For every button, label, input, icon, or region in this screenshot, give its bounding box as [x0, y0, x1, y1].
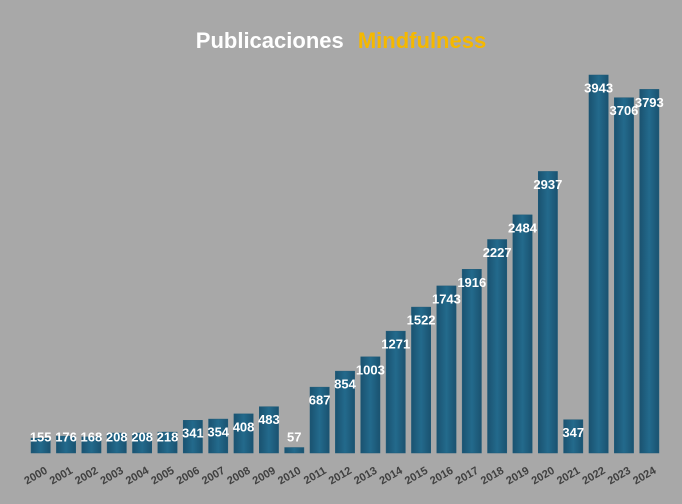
value-label: 168: [81, 429, 103, 444]
value-label: 3706: [609, 103, 638, 118]
x-tick-label: 2007: [200, 465, 227, 488]
value-label: 2227: [483, 245, 512, 260]
value-label: 176: [55, 429, 77, 444]
bar: [309, 386, 330, 454]
bar: [537, 171, 558, 454]
value-label: 1916: [457, 275, 486, 290]
x-tick-label: 2013: [352, 465, 379, 488]
value-label: 854: [334, 377, 356, 392]
bar: [487, 239, 508, 454]
x-tick-label: 2019: [504, 465, 531, 488]
bar: [259, 406, 279, 454]
value-label: 483: [258, 412, 280, 427]
x-tick-label: 2006: [175, 465, 202, 488]
x-tick-label: 2014: [377, 464, 405, 487]
value-label: 208: [106, 429, 128, 444]
x-tick-label: 2021: [555, 465, 582, 488]
value-label: 1271: [381, 337, 410, 352]
bar: [385, 330, 406, 454]
bar: [512, 214, 533, 454]
value-label: 2484: [508, 220, 538, 235]
bar: [81, 436, 102, 454]
bar: [56, 435, 76, 454]
x-tick-label: 2004: [124, 464, 152, 487]
value-label: 354: [207, 425, 229, 440]
title-main: Publicaciones: [196, 28, 344, 53]
x-tick-label: 2024: [631, 464, 659, 487]
bar: [208, 418, 229, 454]
x-tick-label: 2000: [22, 465, 49, 488]
value-label: 347: [562, 425, 584, 440]
bar: [132, 432, 153, 454]
x-tick-label: 2022: [580, 465, 607, 488]
value-label: 341: [182, 426, 204, 441]
bar: [106, 432, 127, 454]
x-tick-label: 2015: [403, 465, 430, 488]
value-label: 1522: [407, 313, 436, 328]
bar: [335, 370, 355, 454]
bar: [411, 306, 431, 454]
value-label: 1743: [432, 291, 461, 306]
x-tick-label: 2018: [479, 465, 506, 488]
bar: [436, 285, 457, 454]
bar: [461, 269, 482, 454]
x-tick-label: 2023: [606, 465, 633, 488]
bar: [157, 431, 178, 454]
bar: [588, 74, 609, 454]
value-label: 1003: [356, 362, 385, 377]
x-tick-label: 2008: [225, 465, 252, 488]
value-label: 155: [30, 429, 52, 444]
x-tick-label: 2009: [251, 465, 278, 488]
value-label: 208: [131, 429, 153, 444]
value-label: 408: [233, 419, 255, 434]
title-highlight: Mindfulness: [358, 28, 486, 53]
x-tick-label: 2002: [73, 465, 100, 488]
x-tick-label: 2005: [149, 465, 176, 488]
bar: [639, 89, 660, 454]
x-tick-label: 2010: [276, 465, 303, 488]
value-label: 57: [287, 429, 301, 444]
x-tick-label: 2017: [454, 465, 481, 488]
bar: [182, 420, 203, 454]
x-tick-label: 2020: [530, 465, 557, 488]
bar: [30, 437, 51, 454]
x-tick-label: 2001: [48, 465, 75, 488]
x-tick-label: 2012: [327, 465, 354, 488]
value-label: 3793: [635, 95, 664, 110]
value-label: 218: [157, 429, 179, 444]
x-tick-label: 2003: [99, 465, 126, 488]
value-label: 3943: [584, 80, 613, 95]
bar: [284, 447, 305, 454]
bar: [614, 97, 634, 454]
bar: [563, 419, 584, 454]
value-label: 2937: [533, 177, 562, 192]
x-tick-label: 2016: [428, 465, 455, 488]
x-tick-label: 2011: [302, 465, 329, 487]
bar: [233, 413, 254, 454]
chart-title: Publicaciones Mindfulness: [196, 28, 486, 53]
bar: [360, 356, 381, 454]
value-label: 687: [309, 393, 331, 408]
